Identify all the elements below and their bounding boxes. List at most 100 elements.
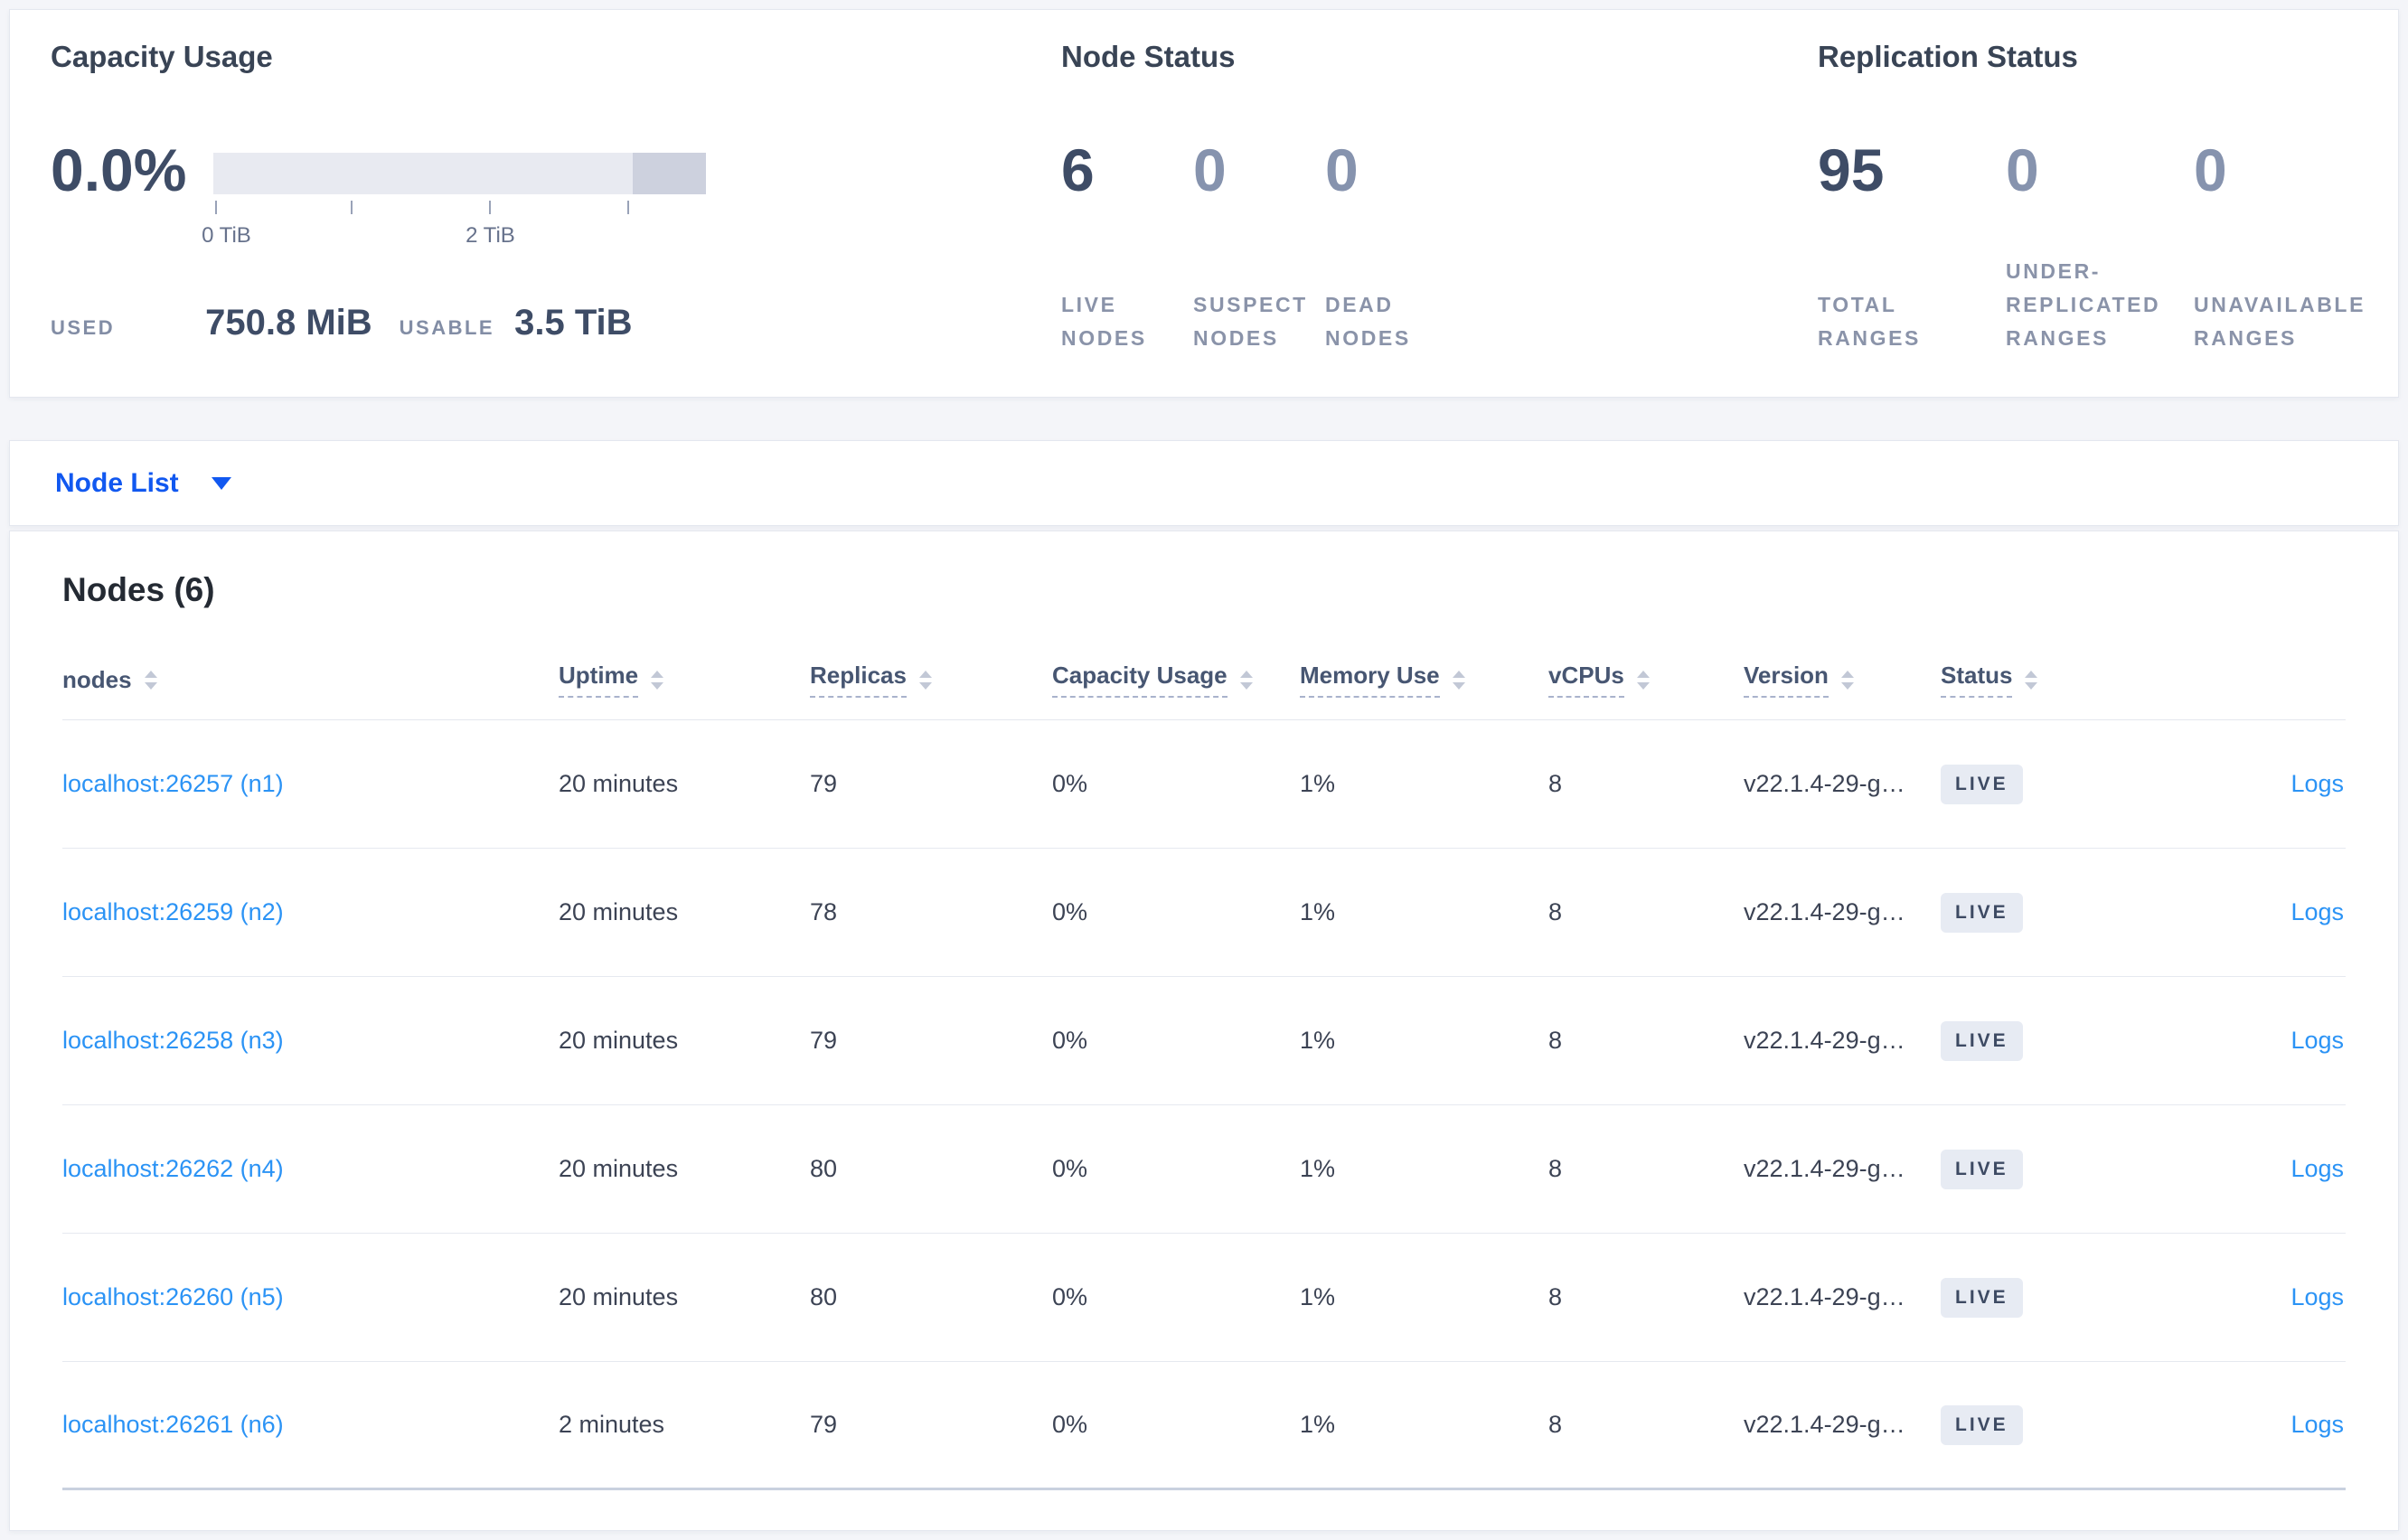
vcpus-cell: 8: [1548, 898, 1563, 925]
node-link[interactable]: localhost:26260 (n5): [62, 1283, 284, 1310]
replicas-cell: 79: [810, 770, 838, 797]
capacity-usage-cell: 0%: [1052, 1155, 1088, 1182]
column-header-memory-use[interactable]: Memory Use: [1300, 662, 1548, 698]
sort-icon: [918, 670, 932, 690]
column-header-status[interactable]: Status: [1941, 662, 2134, 698]
replicas-cell: 80: [810, 1283, 838, 1310]
sort-icon: [2025, 670, 2038, 690]
vcpus-cell: 8: [1548, 1411, 1563, 1438]
unavailable-ranges-stat: 0 UNAVAILABLE RANGES: [2194, 135, 2382, 355]
capacity-bar-axis: 0 TiB 2 TiB: [202, 194, 706, 250]
node-link[interactable]: localhost:26257 (n1): [62, 770, 284, 797]
column-header-capacity-usage[interactable]: Capacity Usage: [1052, 662, 1300, 698]
status-badge: LIVE: [1941, 892, 2023, 933]
axis-tick: [215, 201, 218, 214]
node-link[interactable]: localhost:26262 (n4): [62, 1155, 284, 1182]
under-replicated-ranges-label: UNDER-REPLICATED RANGES: [2006, 259, 2161, 350]
table-row: localhost:26260 (n5) 20 minutes 80 0% 1%…: [62, 1234, 2346, 1362]
capacity-usage-cell: 0%: [1052, 1027, 1088, 1054]
memory-use-cell: 1%: [1300, 1411, 1336, 1438]
live-nodes-label: LIVE NODES: [1061, 293, 1147, 350]
uptime-cell: 20 minutes: [559, 1027, 679, 1054]
vcpus-cell: 8: [1548, 1027, 1563, 1054]
replication-status-title: Replication Status: [1818, 40, 2078, 73]
axis-tick: [351, 201, 353, 214]
sort-icon: [1452, 670, 1465, 690]
suspect-nodes-value: 0: [1193, 136, 1227, 203]
node-link[interactable]: localhost:26259 (n2): [62, 898, 284, 925]
capacity-usage-cell: 0%: [1052, 770, 1088, 797]
usable-label: USABLE: [399, 316, 495, 339]
cluster-summary-panel: Capacity Usage 0.0% 0 TiB 2 TiB USED 750…: [9, 9, 2399, 398]
under-replicated-ranges-stat: 0 UNDER-REPLICATED RANGES: [2006, 135, 2194, 355]
replicas-cell: 78: [810, 898, 838, 925]
sort-icon: [144, 670, 157, 690]
total-ranges-label: TOTAL RANGES: [1818, 293, 1922, 350]
axis-tick: [489, 201, 492, 214]
node-status-title: Node Status: [1061, 40, 1236, 73]
unavailable-ranges-label: UNAVAILABLE RANGES: [2194, 293, 2366, 350]
live-nodes-stat: 6 LIVE NODES: [1061, 135, 1193, 355]
uptime-cell: 20 minutes: [559, 1155, 679, 1182]
replication-status-section: Replication Status 95 TOTAL RANGES 0 UND…: [1818, 37, 2382, 355]
used-value: 750.8 MiB: [205, 303, 372, 343]
total-ranges-value: 95: [1818, 136, 1885, 203]
dead-nodes-label: DEAD NODES: [1325, 293, 1411, 350]
sort-icon: [1636, 670, 1650, 690]
table-row: localhost:26257 (n1) 20 minutes 79 0% 1%…: [62, 720, 2346, 849]
version-cell: v22.1.4-29-g…: [1744, 1411, 1905, 1438]
node-list-dropdown-label: Node List: [55, 467, 179, 498]
status-badge: LIVE: [1941, 1020, 2023, 1061]
sort-icon: [651, 670, 664, 690]
table-row: localhost:26258 (n3) 20 minutes 79 0% 1%…: [62, 977, 2346, 1105]
live-nodes-value: 6: [1061, 136, 1095, 203]
table-row: localhost:26261 (n6) 2 minutes 79 0% 1% …: [62, 1362, 2346, 1490]
column-header-vcpus[interactable]: vCPUs: [1548, 662, 1744, 698]
dead-nodes-stat: 0 DEAD NODES: [1325, 135, 1457, 355]
vcpus-cell: 8: [1548, 1155, 1563, 1182]
axis-tick-label: 2 TiB: [466, 223, 515, 248]
column-header-replicas[interactable]: Replicas: [810, 662, 1052, 698]
uptime-cell: 20 minutes: [559, 898, 679, 925]
node-status-section: Node Status 6 LIVE NODES 0 SUSPECT NODES…: [1061, 37, 1457, 355]
uptime-cell: 2 minutes: [559, 1411, 665, 1438]
axis-tick: [627, 201, 630, 214]
dead-nodes-value: 0: [1325, 136, 1359, 203]
uptime-cell: 20 minutes: [559, 1283, 679, 1310]
version-cell: v22.1.4-29-g…: [1744, 1283, 1905, 1310]
node-link[interactable]: localhost:26258 (n3): [62, 1027, 284, 1054]
sort-icon: [1239, 670, 1253, 690]
memory-use-cell: 1%: [1300, 1283, 1336, 1310]
replicas-cell: 79: [810, 1027, 838, 1054]
logs-link[interactable]: Logs: [2290, 1155, 2344, 1182]
capacity-used-percent: 0.0%: [51, 136, 187, 203]
logs-link[interactable]: Logs: [2290, 770, 2344, 797]
logs-link[interactable]: Logs: [2290, 1283, 2344, 1310]
node-link[interactable]: localhost:26261 (n6): [62, 1411, 284, 1438]
column-header-uptime[interactable]: Uptime: [559, 662, 810, 698]
vcpus-cell: 8: [1548, 770, 1563, 797]
nodes-table-title: Nodes (6): [62, 571, 215, 608]
status-badge: LIVE: [1941, 1277, 2023, 1318]
logs-link[interactable]: Logs: [2290, 898, 2344, 925]
column-header-nodes[interactable]: nodes: [62, 666, 559, 694]
view-selector-bar: Node List: [9, 440, 2399, 526]
sort-icon: [1840, 670, 1854, 690]
column-header-version[interactable]: Version: [1744, 662, 1941, 698]
status-badge: LIVE: [1941, 1149, 2023, 1189]
capacity-usage-cell: 0%: [1052, 898, 1088, 925]
logs-link[interactable]: Logs: [2290, 1411, 2344, 1438]
table-row: localhost:26262 (n4) 20 minutes 80 0% 1%…: [62, 1105, 2346, 1234]
logs-link[interactable]: Logs: [2290, 1027, 2344, 1054]
memory-use-cell: 1%: [1300, 1155, 1336, 1182]
capacity-usage-section: Capacity Usage 0.0% 0 TiB 2 TiB USED 750…: [51, 37, 707, 343]
status-badge: LIVE: [1941, 764, 2023, 804]
nodes-table-header: nodes Uptime Replicas Capacity Usage Mem…: [62, 649, 2346, 720]
capacity-bar: [213, 153, 707, 194]
capacity-usage-cell: 0%: [1052, 1283, 1088, 1310]
node-list-dropdown[interactable]: Node List: [55, 468, 231, 499]
version-cell: v22.1.4-29-g…: [1744, 898, 1905, 925]
capacity-usage-stats: USED 750.8 MiB USABLE 3.5 TiB: [51, 303, 706, 343]
table-row: localhost:26259 (n2) 20 minutes 78 0% 1%…: [62, 849, 2346, 977]
axis-tick-label: 0 TiB: [202, 223, 251, 248]
